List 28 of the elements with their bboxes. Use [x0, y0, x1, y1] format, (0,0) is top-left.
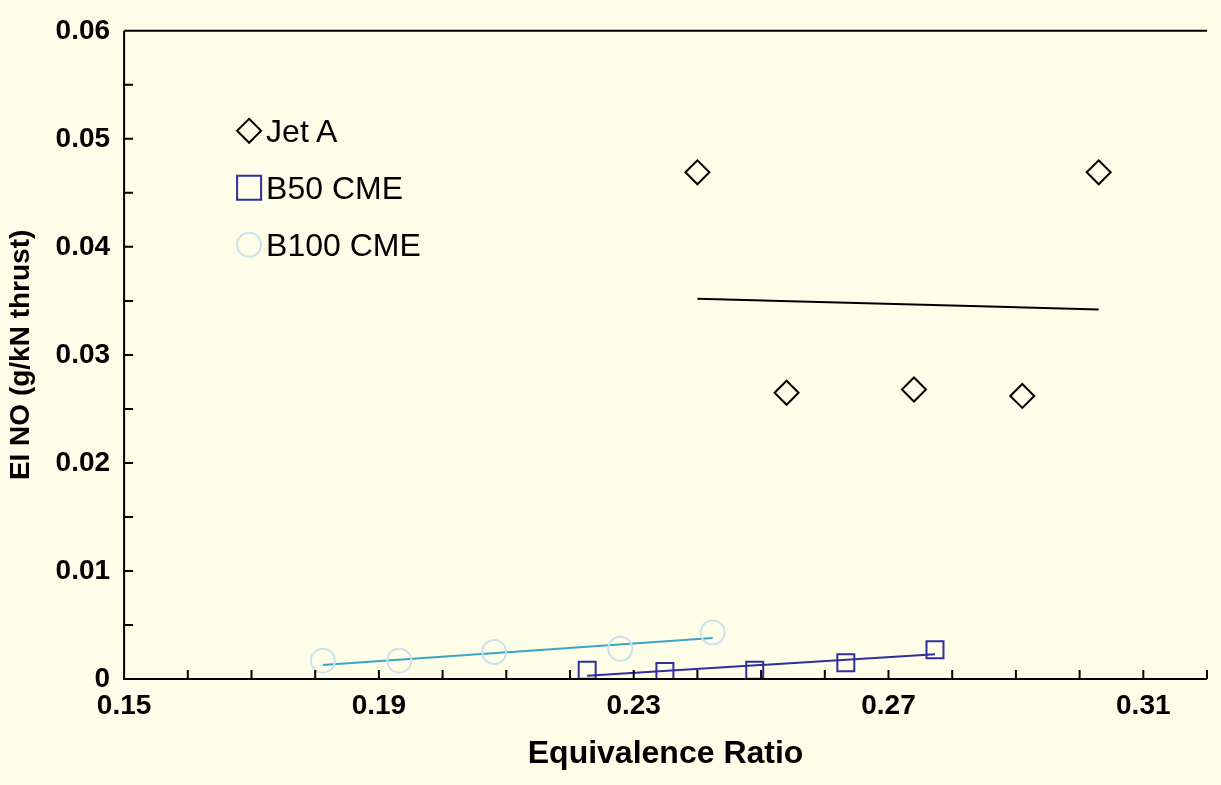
y-tick-label: 0.03: [55, 337, 111, 369]
x-tick-label: 0.27: [861, 688, 916, 720]
legend-label: B50 CME: [266, 169, 404, 206]
y-tick-label: 0.06: [55, 13, 111, 45]
point: [773, 379, 800, 406]
point: [577, 660, 597, 679]
x-tick-label: 0.31: [1116, 688, 1171, 720]
x-tick-label: 0.19: [351, 688, 407, 720]
y-axis-title: EI NO (g/kN thrust): [3, 229, 35, 481]
point: [309, 647, 336, 674]
point: [1085, 159, 1112, 186]
legend-label: Jet A: [266, 112, 338, 149]
y-tick-label: 0.05: [55, 121, 111, 153]
point: [900, 376, 927, 403]
y-tick-label: 0.02: [55, 445, 111, 477]
point: [481, 638, 508, 665]
point: [386, 647, 413, 674]
legend-label: B100 CME: [266, 226, 421, 263]
point: [607, 635, 634, 662]
x-tick-label: 0.23: [606, 688, 661, 720]
point: [836, 653, 856, 673]
y-tick-label: 0.01: [55, 553, 111, 585]
point: [699, 619, 726, 646]
point: [684, 159, 711, 186]
point: [925, 640, 945, 660]
x-axis-title: Equivalence Ratio: [527, 733, 804, 770]
y-tick-label: 0.04: [55, 229, 111, 261]
point: [1009, 382, 1036, 409]
